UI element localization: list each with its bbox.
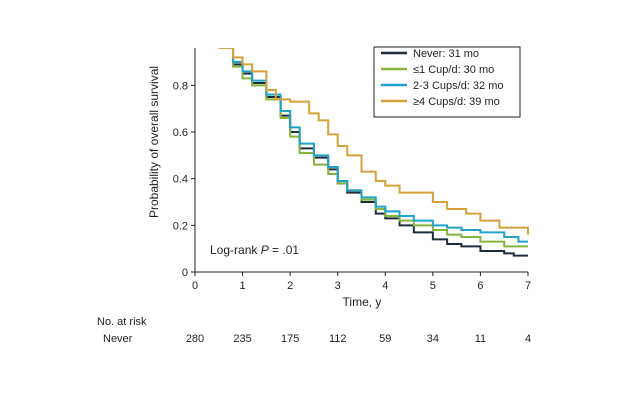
- log-rank-annotation: Log-rank P = .01: [210, 243, 299, 257]
- risk-row-label: Never: [103, 333, 133, 345]
- risk-value: 112: [329, 333, 347, 345]
- risk-value: 175: [281, 333, 299, 345]
- legend-label-2: ≤1 Cup/d: 30 mo: [413, 64, 494, 76]
- risk-value: 34: [427, 333, 439, 345]
- y-tick-label: 0: [182, 267, 188, 279]
- y-tick-label: 0.6: [173, 127, 188, 139]
- y-tick-label: 0.2: [173, 220, 188, 232]
- series-line-4: [218, 48, 529, 235]
- x-tick-label: 4: [382, 280, 388, 292]
- risk-value: 11: [475, 333, 486, 345]
- risk-value: 59: [379, 333, 391, 345]
- series-layer: [218, 48, 529, 257]
- legend-box: [373, 46, 521, 118]
- x-axis-title: Time, y: [343, 295, 382, 309]
- x-tick-label: 2: [287, 280, 293, 292]
- y-axis-title: Probability of overall survival: [147, 66, 161, 218]
- x-tick-label: 7: [525, 280, 531, 292]
- y-tick-label: 0.4: [173, 174, 188, 186]
- x-tick-label: 0: [192, 280, 198, 292]
- axes-lines: 0 1 2 3 4 5 6 7 0 0.2 0.4 0.6 0.8: [173, 48, 531, 292]
- x-tick-label: 5: [430, 280, 436, 292]
- risk-value: 280: [186, 333, 204, 345]
- risk-table-title: No. at risk: [97, 316, 147, 328]
- risk-table: No. at risk Never 280 235 175 112 59 34 11 4: [97, 316, 531, 345]
- x-tick-label: 6: [477, 280, 483, 292]
- legend-label-3: 2-3 Cups/d: 32 mo: [413, 80, 504, 92]
- legend: Never: 31 mo ≤1 Cup/d: 30 mo 2-3 Cups/d: 3…: [373, 46, 521, 118]
- x-tick-label: 1: [240, 280, 246, 292]
- risk-value: 4: [525, 333, 531, 345]
- x-tick-label: 3: [335, 280, 341, 292]
- legend-label-4: ≥4 Cups/d: 39 mo: [413, 96, 500, 108]
- legend-label-1: Never: 31 mo: [413, 48, 479, 60]
- y-tick-label: 0.8: [173, 80, 188, 92]
- risk-value: 235: [233, 333, 251, 345]
